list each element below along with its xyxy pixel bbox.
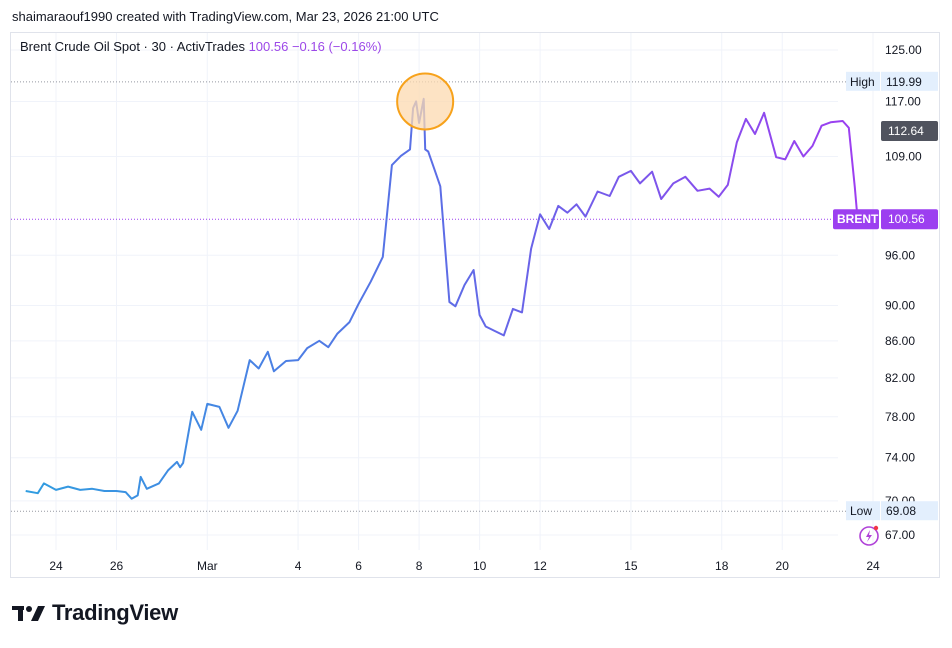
y-tick-label: 78.00 xyxy=(885,410,915,424)
tradingview-logo[interactable]: TradingView xyxy=(12,600,178,626)
x-tick-label: 15 xyxy=(624,559,638,573)
x-tick-label: 26 xyxy=(110,559,124,573)
y-tick-label: 117.00 xyxy=(885,94,921,108)
high-label-bg xyxy=(846,71,880,91)
y-tick-label: 86.00 xyxy=(885,334,915,348)
y-tick-label: 82.00 xyxy=(885,371,915,385)
x-tick-label: 20 xyxy=(776,559,790,573)
tradingview-wordmark: TradingView xyxy=(52,600,178,625)
last-price-value: 100.56 xyxy=(888,212,925,226)
x-tick-label: Mar xyxy=(197,559,218,573)
x-tick-label: 18 xyxy=(715,559,729,573)
symbol-legend: Brent Crude Oil Spot · 30 · ActivTrades … xyxy=(20,39,382,54)
last-price-badge xyxy=(881,209,938,230)
tradingview-logo-icon xyxy=(12,606,45,621)
chart-caption: shaimaraouf1990 created with TradingView… xyxy=(12,9,439,24)
x-tick-label: 24 xyxy=(49,559,63,573)
symbol-title: Brent Crude Oil Spot · 30 · ActivTrades xyxy=(20,39,245,54)
chart-frame xyxy=(10,32,940,578)
x-tick-label: 8 xyxy=(416,559,423,573)
event-bolt-icon xyxy=(866,530,872,542)
y-tick-label: 74.00 xyxy=(885,451,915,465)
low-label-bg xyxy=(846,501,880,521)
y-tick-label: 67.00 xyxy=(885,528,915,542)
prev-price-badge xyxy=(881,120,938,141)
symbol-badge-label: BRENT xyxy=(837,212,879,226)
y-tick-label: 125.00 xyxy=(885,43,922,57)
high-value-bg xyxy=(881,71,938,91)
low-value-bg xyxy=(881,501,938,521)
y-tick-label: 96.00 xyxy=(885,248,915,262)
high-label: High xyxy=(850,75,875,89)
last-value: 100.56 xyxy=(248,39,289,54)
x-tick-label: 4 xyxy=(295,559,302,573)
price-series-line xyxy=(25,97,862,500)
x-tick-label: 6 xyxy=(355,559,362,573)
x-tick-label: 12 xyxy=(533,559,547,573)
low-value: 69.08 xyxy=(886,504,916,518)
prev-price-value: 112.64 xyxy=(888,124,924,138)
event-marker-icon[interactable] xyxy=(859,526,879,546)
peak-highlight-circle xyxy=(396,72,455,131)
y-tick-label: 90.00 xyxy=(885,298,915,312)
symbol-badge-bg xyxy=(833,209,879,230)
low-label: Low xyxy=(850,504,872,518)
event-dot-icon xyxy=(873,525,879,531)
x-tick-label: 24 xyxy=(866,559,880,573)
change-value: −0.16 (−0.16%) xyxy=(291,39,382,54)
high-value: 119.99 xyxy=(886,75,922,89)
y-tick-label: 109.00 xyxy=(885,150,922,164)
x-tick-label: 10 xyxy=(473,559,487,573)
